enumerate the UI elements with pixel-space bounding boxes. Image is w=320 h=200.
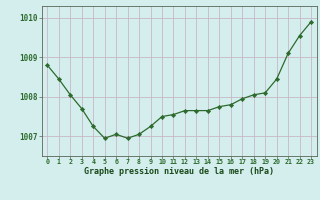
X-axis label: Graphe pression niveau de la mer (hPa): Graphe pression niveau de la mer (hPa)	[84, 167, 274, 176]
